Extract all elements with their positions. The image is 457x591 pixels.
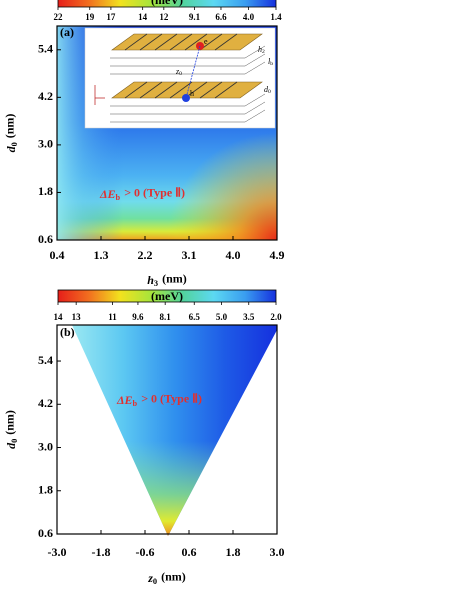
symbol: z <box>175 67 180 76</box>
subscript: 3 <box>154 279 158 288</box>
inset-z0: z0 <box>175 67 182 77</box>
colorbar-tick-label: 3.5 <box>243 312 255 322</box>
subscript: 2 <box>262 49 265 55</box>
inset-h2: h2 <box>258 45 265 55</box>
colorbar <box>57 0 277 8</box>
colorbar <box>57 289 277 303</box>
plot-frame <box>56 324 278 535</box>
unit: (nm) <box>2 114 16 139</box>
colorbar-tick-label: 14 <box>54 312 64 322</box>
y-tick-label: 1.8 <box>38 483 53 497</box>
subscript: b <box>270 61 273 67</box>
panel-label: (a) <box>60 25 74 39</box>
x-tick-label: 3.0 <box>270 545 285 559</box>
y-tick-label: 3.0 <box>38 137 53 151</box>
colorbar-tick-label: 9.1 <box>189 12 201 22</box>
subscript: 0 <box>10 142 19 146</box>
y-tick-label: 0.6 <box>38 232 53 246</box>
colorbar-tick-label: 8.1 <box>160 312 172 322</box>
subscript: b <box>133 399 138 408</box>
colorbar-label: (meV) <box>151 0 183 7</box>
symbol: z <box>147 571 153 585</box>
symbol: h <box>147 273 154 287</box>
colorbar-tick-label: 6.6 <box>215 12 227 22</box>
colorbar-tick-label: 2.0 <box>270 312 282 322</box>
text: > 0 (Type Ⅱ) <box>141 391 202 405</box>
colorbar-tick-label: 5.0 <box>216 312 228 322</box>
y-tick-label: 0.6 <box>38 526 53 540</box>
unit: (nm) <box>161 569 186 583</box>
inset-d0: d0 <box>264 85 271 95</box>
x-axis-label: h3 (nm) <box>147 271 187 287</box>
text: > 0 (Type Ⅱ) <box>124 185 185 199</box>
plot-frame <box>56 25 278 241</box>
annotation: ΔEb > 0 (Type Ⅱ) <box>116 391 202 407</box>
unit: (nm) <box>162 271 187 285</box>
colorbar-tick-label: 13 <box>72 312 82 322</box>
y-tick-label: 4.2 <box>38 396 53 410</box>
symbol: d <box>4 442 18 449</box>
y-tick-label: 3.0 <box>38 439 53 453</box>
panel-label: (b) <box>60 325 75 339</box>
x-tick-label: 0.6 <box>182 545 197 559</box>
subscript: b <box>116 193 121 202</box>
inset-electron: e <box>204 37 208 46</box>
symbol: ΔE <box>116 393 133 407</box>
x-axis-label: z0 (nm) <box>147 569 186 585</box>
subscript: 0 <box>10 439 19 443</box>
x-tick-label: 4.0 <box>226 248 241 262</box>
x-tick-label: 0.4 <box>50 248 65 262</box>
colorbar-tick-label: 14 <box>138 12 148 22</box>
colorbar-tick-label: 1.4 <box>270 12 282 22</box>
colorbar-tick-label: 12 <box>159 12 169 22</box>
x-tick-label: 2.2 <box>138 248 153 262</box>
y-axis-label: d0 (nm) <box>2 114 18 153</box>
symbol: h <box>258 45 262 54</box>
x-tick-label: -0.6 <box>136 545 155 559</box>
annotation: ΔEb > 0 (Type Ⅱ) <box>99 185 185 201</box>
inset-hole: h <box>190 89 194 98</box>
inset: e h h2 lb d0 z0 <box>84 27 276 129</box>
x-tick-label: 1.8 <box>226 545 241 559</box>
unit: (nm) <box>2 410 16 435</box>
x-tick-label: 4.9 <box>270 248 285 262</box>
y-tick-label: 4.2 <box>38 89 53 103</box>
subscript: 0 <box>153 577 157 586</box>
colorbar-tick-label: 19 <box>85 12 95 22</box>
x-tick-label: -1.8 <box>92 545 111 559</box>
colorbar-label: (meV) <box>151 289 183 303</box>
colorbar-tick-label: 6.5 <box>189 312 201 322</box>
symbol: d <box>264 85 269 94</box>
symbol: d <box>4 145 18 152</box>
colorbar-tick-label: 9.6 <box>132 312 144 322</box>
colorbar-tick-label: 11 <box>108 312 117 322</box>
colorbar-tick-label: 4.0 <box>243 12 255 22</box>
y-axis-label: d0 (nm) <box>2 410 18 449</box>
colorbar-tick-label: 17 <box>106 12 116 22</box>
y-tick-label: 5.4 <box>38 353 53 367</box>
subscript: 0 <box>268 89 271 95</box>
inset-lb: lb <box>268 57 273 67</box>
y-tick-label: 5.4 <box>38 42 53 56</box>
x-tick-label: 1.3 <box>94 248 109 262</box>
subscript: 0 <box>179 71 182 77</box>
x-tick-label: 3.1 <box>182 248 197 262</box>
y-tick-label: 1.8 <box>38 184 53 198</box>
x-tick-label: -3.0 <box>48 545 67 559</box>
symbol: l <box>268 57 271 66</box>
field-b <box>72 325 277 536</box>
colorbar-tick-label: 22 <box>54 12 64 22</box>
symbol: ΔE <box>99 187 116 201</box>
